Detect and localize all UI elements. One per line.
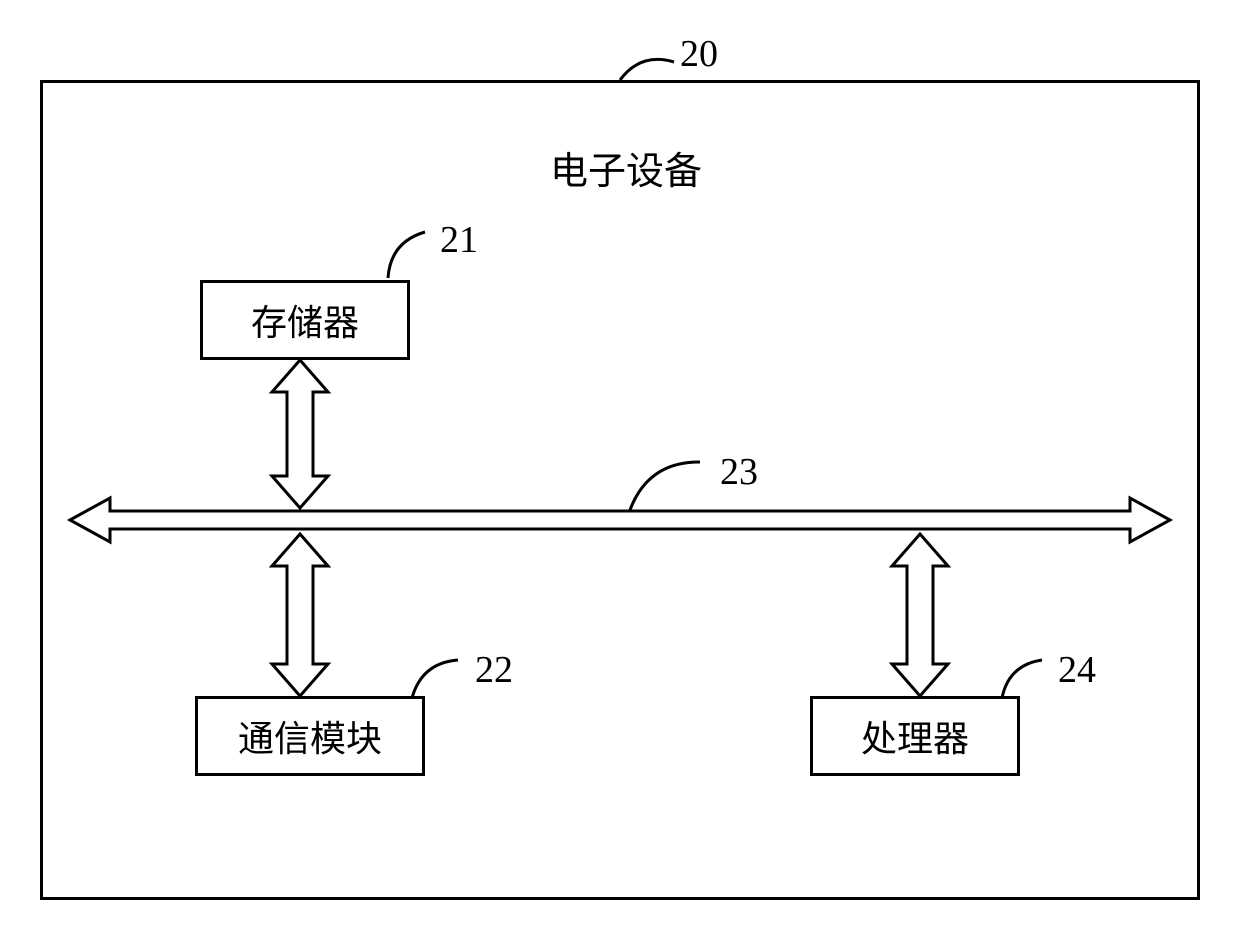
leader-23 <box>630 462 700 510</box>
leader-22 <box>412 660 458 698</box>
arrows-layer <box>0 0 1240 934</box>
block-diagram: 电子设备 20 21 22 24 23 存储器 通信模块 处理器 <box>0 0 1240 934</box>
connector-arrow-2 <box>892 534 948 696</box>
leader-20 <box>620 59 674 80</box>
connector-arrow-0 <box>272 360 328 508</box>
leader-24 <box>1002 660 1042 698</box>
connector-arrow-1 <box>272 534 328 696</box>
leader-21 <box>388 232 425 278</box>
bus-arrow <box>70 498 1170 542</box>
